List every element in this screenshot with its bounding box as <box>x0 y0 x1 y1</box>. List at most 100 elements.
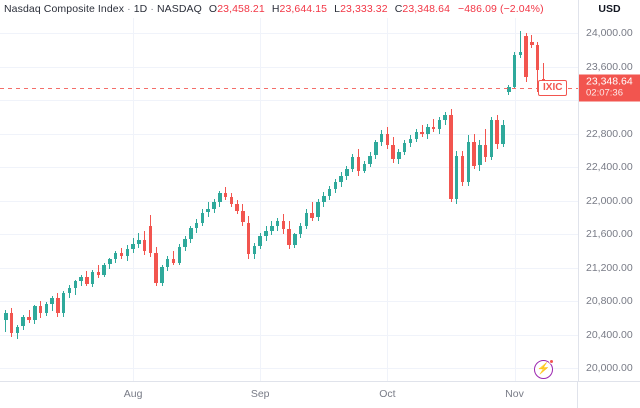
price-scale[interactable]: USD 24,000.0023,600.0023,200.0022,800.00… <box>578 0 640 381</box>
candle-body <box>160 267 164 283</box>
candle-body <box>218 193 222 203</box>
candle-body <box>535 44 540 70</box>
candle-body <box>339 175 343 183</box>
candle-body <box>414 132 419 139</box>
candle-body <box>4 313 8 320</box>
candle-body <box>200 212 205 224</box>
candle-body <box>108 259 112 265</box>
candle-body <box>322 195 326 203</box>
gridline-horizontal <box>0 200 578 202</box>
candle-body <box>304 212 309 226</box>
notification-dot <box>549 359 554 364</box>
gridline-vertical <box>387 18 389 381</box>
candle-wick <box>173 251 174 266</box>
candle-body <box>518 51 523 55</box>
low-value: 23,333.32 <box>340 3 388 15</box>
candle-body <box>44 303 49 314</box>
candle-body <box>183 239 187 247</box>
candle-body <box>90 272 95 284</box>
candle-body <box>275 220 280 226</box>
time-tick: Nov <box>505 388 524 400</box>
low-label: L <box>334 3 341 15</box>
candle-body <box>33 306 37 320</box>
time-tick: Sep <box>250 388 270 400</box>
candle-body <box>171 259 176 263</box>
gridline-horizontal <box>0 301 578 303</box>
candle-body <box>79 277 83 282</box>
candle-body <box>154 252 158 283</box>
gridline-horizontal <box>0 133 578 135</box>
candle-body <box>165 259 170 267</box>
candle-body <box>113 252 118 260</box>
candle-body <box>15 326 20 334</box>
candle-wick <box>433 118 435 132</box>
symbol-price-tag[interactable]: IXIC <box>538 79 568 96</box>
chart-legend[interactable]: Nasdaq Composite Index · 1D · NASDAQ O23… <box>0 0 544 18</box>
current-price-line <box>0 87 578 89</box>
candle-body <box>368 155 372 164</box>
candle-body <box>512 54 517 87</box>
ohlc-close: C23,348.64 <box>395 3 450 15</box>
candle-body <box>131 244 135 250</box>
candle-body <box>327 189 332 196</box>
time-scale-divider <box>577 382 578 408</box>
candle-body <box>38 306 43 314</box>
gridline-horizontal <box>0 167 578 169</box>
gridline-horizontal <box>0 334 578 336</box>
candle-body <box>495 120 499 144</box>
symbol-name[interactable]: Nasdaq Composite Index <box>4 3 125 15</box>
ohlc-low: L23,333.32 <box>334 3 388 15</box>
candle-body <box>235 204 239 211</box>
gridline-horizontal <box>0 368 578 370</box>
candle-body <box>420 132 424 134</box>
candle-body <box>489 120 494 158</box>
gridline-vertical <box>514 18 516 381</box>
price-tick: 20,400.00 <box>586 328 633 341</box>
candle-body <box>530 41 534 45</box>
candle-wick <box>311 202 313 221</box>
bar-countdown: 02:07:36 <box>586 87 623 99</box>
candle-body <box>298 225 303 235</box>
chart-plot-area[interactable] <box>0 18 578 381</box>
candle-body <box>258 236 262 247</box>
candle-body <box>96 272 101 275</box>
candle-body <box>119 252 124 257</box>
candle-body <box>264 230 268 236</box>
candle-wick <box>421 125 423 137</box>
candle-body <box>73 281 78 288</box>
candle-body <box>194 223 199 228</box>
candle-body <box>56 298 60 314</box>
bolt-glyph: ⚡ <box>536 363 551 375</box>
candle-body <box>142 240 147 252</box>
current-price-value: 23,348.64 <box>586 75 633 88</box>
candle-body <box>460 155 465 183</box>
candle-wick <box>519 31 521 59</box>
candle-body <box>501 125 505 144</box>
candle-body <box>402 142 407 153</box>
candle-wick <box>5 309 7 333</box>
candle-body <box>426 127 430 134</box>
price-tick: 22,400.00 <box>586 161 633 174</box>
candle-body <box>345 168 349 176</box>
candle-body <box>362 163 367 171</box>
close-value: 23,348.64 <box>402 3 451 15</box>
candle-body <box>50 298 54 304</box>
candle-body <box>374 142 378 156</box>
gridline-horizontal <box>0 33 578 35</box>
candle-body <box>437 120 442 129</box>
time-scale[interactable]: Aug Sep Oct Nov <box>0 381 640 408</box>
close-label: C <box>394 3 403 15</box>
candle-wick <box>531 34 533 49</box>
candle-body <box>454 155 459 200</box>
candle-body <box>206 209 210 213</box>
candle-body <box>385 133 390 146</box>
candle-body <box>177 246 182 263</box>
candle-body <box>21 317 25 327</box>
lightning-bolt-icon[interactable]: ⚡ <box>534 359 554 379</box>
candle-body <box>223 193 228 197</box>
candle-body <box>391 145 395 159</box>
interval-label[interactable]: 1D <box>133 3 148 15</box>
candle-body <box>125 249 130 257</box>
current-price-badge[interactable]: 23,348.64 02:07:36 <box>579 74 640 102</box>
candle-body <box>333 182 338 189</box>
